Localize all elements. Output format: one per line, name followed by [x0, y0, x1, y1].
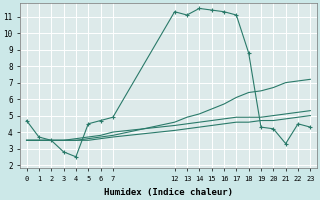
X-axis label: Humidex (Indice chaleur): Humidex (Indice chaleur) [104, 188, 233, 197]
